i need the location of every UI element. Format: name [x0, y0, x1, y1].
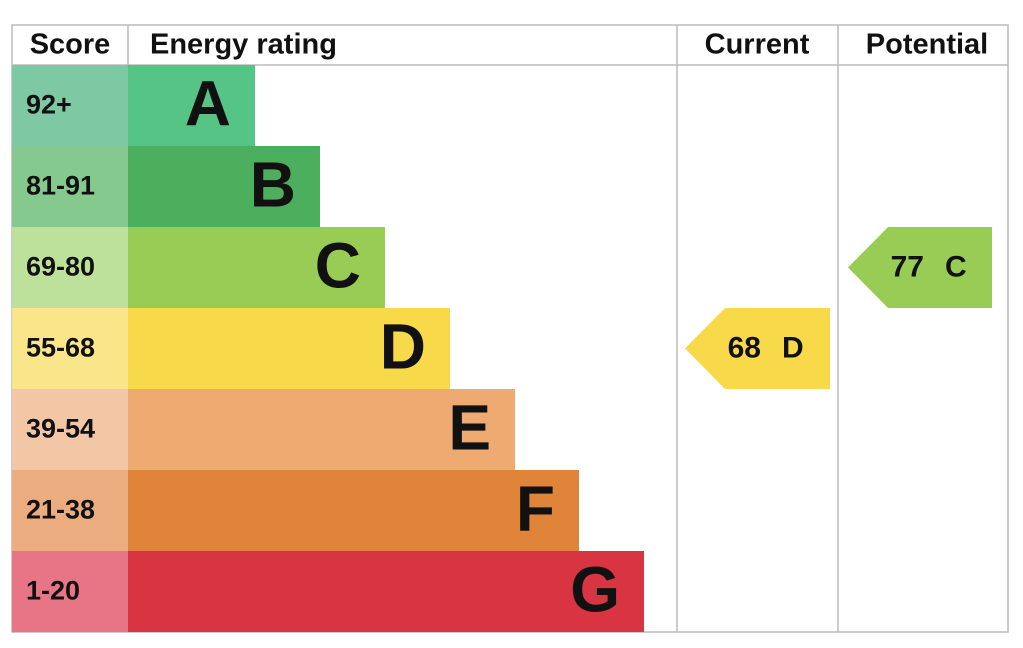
rating-bar	[128, 470, 579, 551]
score-label: 92+	[26, 90, 72, 120]
header-score: Score	[30, 29, 111, 61]
band-letter: F	[516, 472, 555, 544]
current-letter: D	[782, 331, 804, 364]
band-letter: G	[570, 553, 620, 625]
header-current: Current	[705, 29, 810, 61]
score-cell	[12, 470, 128, 551]
header-rating: Energy rating	[150, 29, 337, 61]
potential-value: 77	[891, 250, 924, 283]
band-letter: E	[448, 391, 491, 463]
current-value: 68	[728, 331, 761, 364]
score-label: 69-80	[26, 252, 95, 282]
rating-bar	[128, 65, 255, 146]
score-label: 39-54	[26, 414, 95, 444]
band-letter: D	[380, 310, 426, 382]
score-label: 55-68	[26, 333, 95, 363]
potential-letter: C	[945, 250, 967, 283]
rating-bar	[128, 308, 450, 389]
score-cell	[12, 551, 128, 632]
score-cell	[12, 227, 128, 308]
score-label: 1-20	[26, 576, 80, 606]
score-label: 21-38	[26, 495, 95, 525]
rating-bar	[128, 551, 644, 632]
score-cell	[12, 65, 128, 146]
current-arrow	[685, 308, 830, 389]
rating-bar	[128, 227, 385, 308]
rating-bar	[128, 146, 320, 227]
score-cell	[12, 146, 128, 227]
band-letter: A	[185, 67, 231, 139]
header-potential: Potential	[866, 29, 988, 61]
score-cell	[12, 308, 128, 389]
rating-bar	[128, 389, 515, 470]
score-label: 81-91	[26, 171, 95, 201]
band-letter: B	[250, 148, 296, 220]
band-letter: C	[315, 229, 361, 301]
potential-arrow	[848, 227, 992, 308]
bands: 92+ A 81-91 B 69-80 C 55-68 D 39-54 E 21-38 F 1-20 G	[12, 65, 644, 632]
indicators: 68 D 77 C	[685, 227, 992, 389]
score-cell	[12, 389, 128, 470]
